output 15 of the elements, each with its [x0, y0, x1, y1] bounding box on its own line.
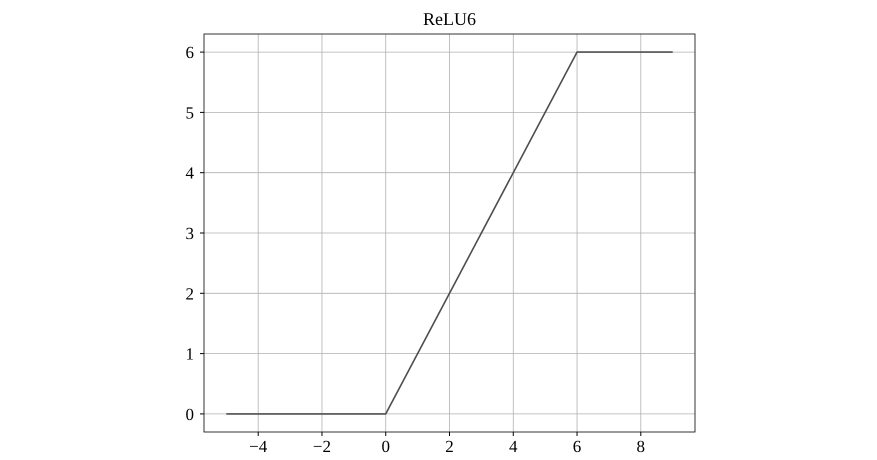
- chart-title: ReLU6: [423, 9, 476, 29]
- y-tick-label: 4: [186, 164, 194, 183]
- x-tick-label: 2: [445, 437, 454, 456]
- x-tick-label: 6: [572, 437, 582, 456]
- y-tick-label: 6: [186, 43, 194, 62]
- x-tick-label: 4: [509, 437, 518, 456]
- x-tick-label: −2: [312, 437, 332, 456]
- x-tick-label: −4: [249, 437, 268, 456]
- y-tick-label: 5: [186, 103, 194, 122]
- x-tick-label: 8: [636, 437, 646, 456]
- y-tick-label: 0: [186, 404, 194, 424]
- y-tick-label: 3: [186, 224, 194, 243]
- x-tick-label: 0: [381, 437, 390, 456]
- y-tick-label: 1: [186, 344, 194, 364]
- y-tick-label: 2: [186, 284, 194, 304]
